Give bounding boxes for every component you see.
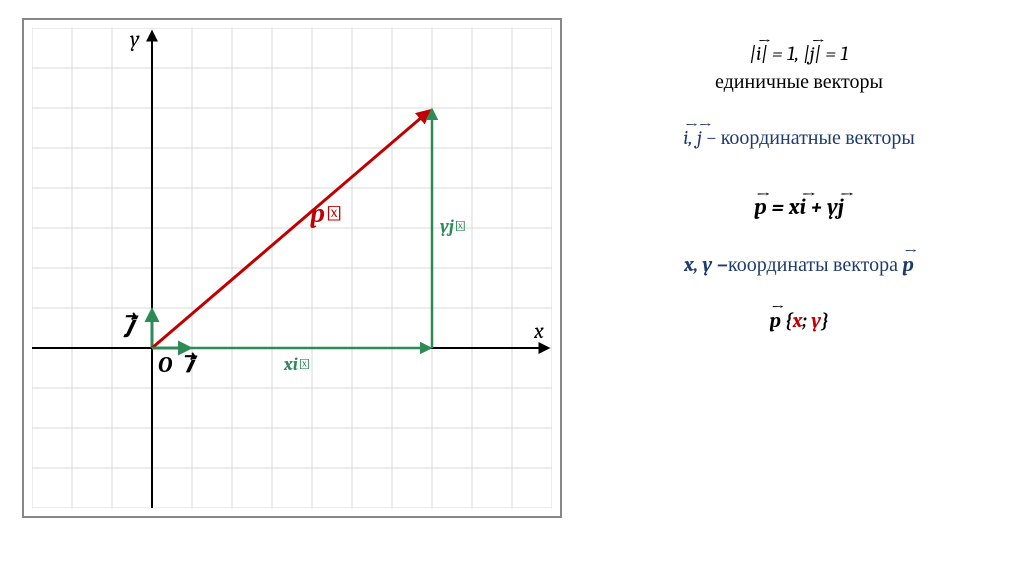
svg-text:yj⃗: yj⃗ [439, 216, 466, 237]
formulas-column: |i→| = 1, |j→| = 1 единичные векторы i→,… [562, 0, 1024, 574]
svg-text:x: x [533, 318, 544, 344]
coordinate-vectors-line: i→, j→ − координатные векторы [602, 124, 996, 152]
svg-text:𝒊⃗: 𝒊⃗ [184, 352, 198, 378]
decomposition-equation: p→ = xi→ + yj→ [602, 192, 996, 223]
svg-text:𝒋⃗: 𝒋⃗ [123, 312, 139, 338]
diagram-border: y x O⃗𝒊⃗ 𝒋⃗ p⃗ xi⃗ yj⃗ [22, 18, 562, 518]
diagram-svg: y x O⃗𝒊⃗ 𝒋⃗ p⃗ xi⃗ yj⃗ [32, 28, 552, 508]
unit-vector-magnitude: |i→| = 1, |j→| = 1 единичные векторы [602, 40, 996, 96]
svg-text:y: y [130, 28, 140, 52]
coordinates-of-vector: x, y −координаты вектора p→ [602, 251, 996, 279]
svg-text:⃗: ⃗ [197, 371, 199, 372]
vector-coordinate-notation: p→ {x; y} [602, 307, 996, 335]
svg-text:p⃗: p⃗ [310, 199, 343, 229]
svg-text:O: O [158, 352, 173, 378]
svg-text:xi⃗: xi⃗ [283, 354, 310, 375]
magnitude-line: |i→| = 1, |j→| = 1 [750, 42, 848, 65]
coordinate-diagram: y x O⃗𝒊⃗ 𝒋⃗ p⃗ xi⃗ yj⃗ [22, 18, 562, 574]
unit-vectors-label: единичные векторы [715, 70, 883, 93]
